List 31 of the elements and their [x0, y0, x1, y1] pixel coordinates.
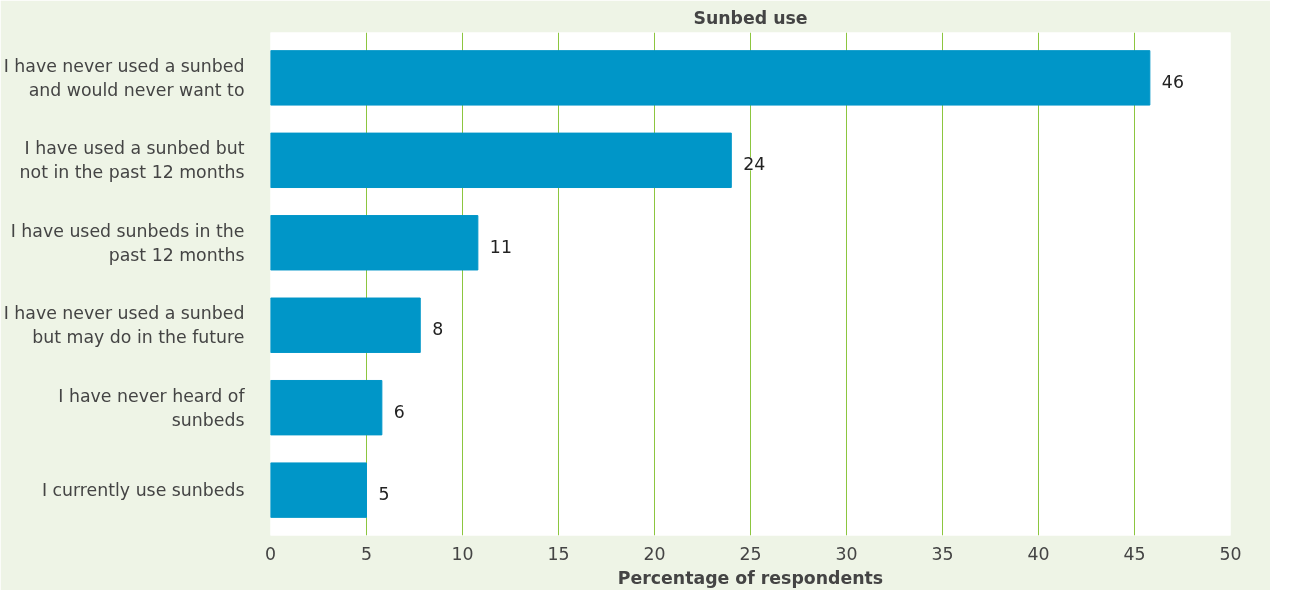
y-tick-label: I have never used a sunbed and would never want to [3, 55, 245, 100]
chart-title: Sunbed use [693, 7, 808, 28]
bar [270, 379, 383, 436]
x-tick-label: 20 [643, 543, 666, 564]
y-tick-label: I have used a sunbed but not in the past 12 months [19, 138, 245, 183]
data-label: 6 [393, 401, 405, 422]
x-tick-label: 45 [1123, 543, 1146, 564]
data-label: 11 [489, 236, 512, 257]
bar [270, 297, 421, 353]
x-tick-label: 50 [1219, 543, 1242, 564]
x-tick-label: 35 [931, 543, 954, 564]
data-label: 8 [432, 319, 444, 340]
y-tick-label: I have never heard of sunbeds [58, 385, 246, 430]
x-tick-label: 10 [451, 543, 474, 564]
bar [270, 132, 732, 189]
x-tick-label: 5 [360, 543, 373, 564]
x-axis-title: Percentage of respondents [617, 567, 884, 588]
bar [270, 50, 1151, 106]
x-tick-label: 40 [1027, 543, 1050, 564]
y-tick-label: I have never used a sunbed but may do in the future [3, 303, 245, 348]
data-label: 5 [378, 484, 390, 505]
bar [270, 215, 479, 271]
x-tick-label: 0 [264, 543, 277, 564]
data-label: 24 [743, 154, 766, 175]
x-tick-label: 15 [547, 543, 570, 564]
y-tick-label: I have used sunbeds in the past 12 months [10, 220, 245, 265]
x-tick-label: 25 [739, 543, 762, 564]
bar [270, 462, 367, 518]
x-tick-label: 30 [835, 543, 858, 564]
data-label: 46 [1161, 71, 1184, 92]
y-tick-label: I currently use sunbeds [41, 480, 245, 501]
